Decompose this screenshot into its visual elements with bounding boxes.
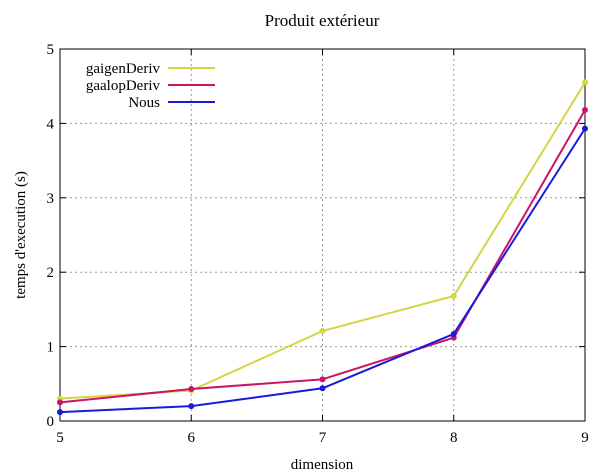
data-point-Nous (57, 409, 63, 416)
data-point-gaigenDeriv (319, 327, 326, 334)
grid-lines (60, 49, 585, 421)
axis-ticks: 5 6 7 8 9 0 1 2 3 4 5 (47, 42, 589, 446)
legend-label-Nous: Nous (128, 95, 160, 111)
y-tick-label: 4 (47, 116, 55, 132)
series-layer (57, 79, 588, 416)
data-point-Nous (319, 385, 326, 392)
y-tick-label: 0 (47, 414, 55, 430)
x-tick-label: 6 (188, 430, 196, 446)
data-point-Nous (582, 125, 588, 132)
x-tick-label: 5 (56, 430, 64, 446)
data-point-gaalopDeriv (188, 386, 195, 393)
x-tick-label: 8 (450, 430, 458, 446)
y-tick-label: 2 (47, 265, 55, 281)
data-point-gaigenDeriv (582, 79, 588, 86)
y-tick-label: 1 (47, 340, 55, 356)
legend-label-gaalopDeriv: gaalopDeriv (86, 78, 161, 94)
data-point-Nous (188, 403, 195, 410)
data-point-gaalopDeriv (319, 376, 326, 383)
x-tick-label: 9 (581, 430, 589, 446)
data-point-gaalopDeriv (582, 107, 588, 114)
chart-title: Produit extérieur (265, 11, 380, 30)
data-point-Nous (450, 330, 457, 337)
series-line-gaalopDeriv (59, 109, 586, 404)
y-tick-label: 3 (47, 191, 55, 207)
legend-label-gaigenDeriv: gaigenDeriv (86, 61, 161, 77)
y-axis-label: temps d'execution (s) (13, 171, 29, 299)
x-axis-label: dimension (291, 457, 354, 473)
data-point-gaalopDeriv (57, 399, 63, 406)
data-point-gaigenDeriv (450, 293, 457, 300)
y-tick-label: 5 (47, 42, 55, 58)
x-tick-label: 7 (319, 430, 327, 446)
